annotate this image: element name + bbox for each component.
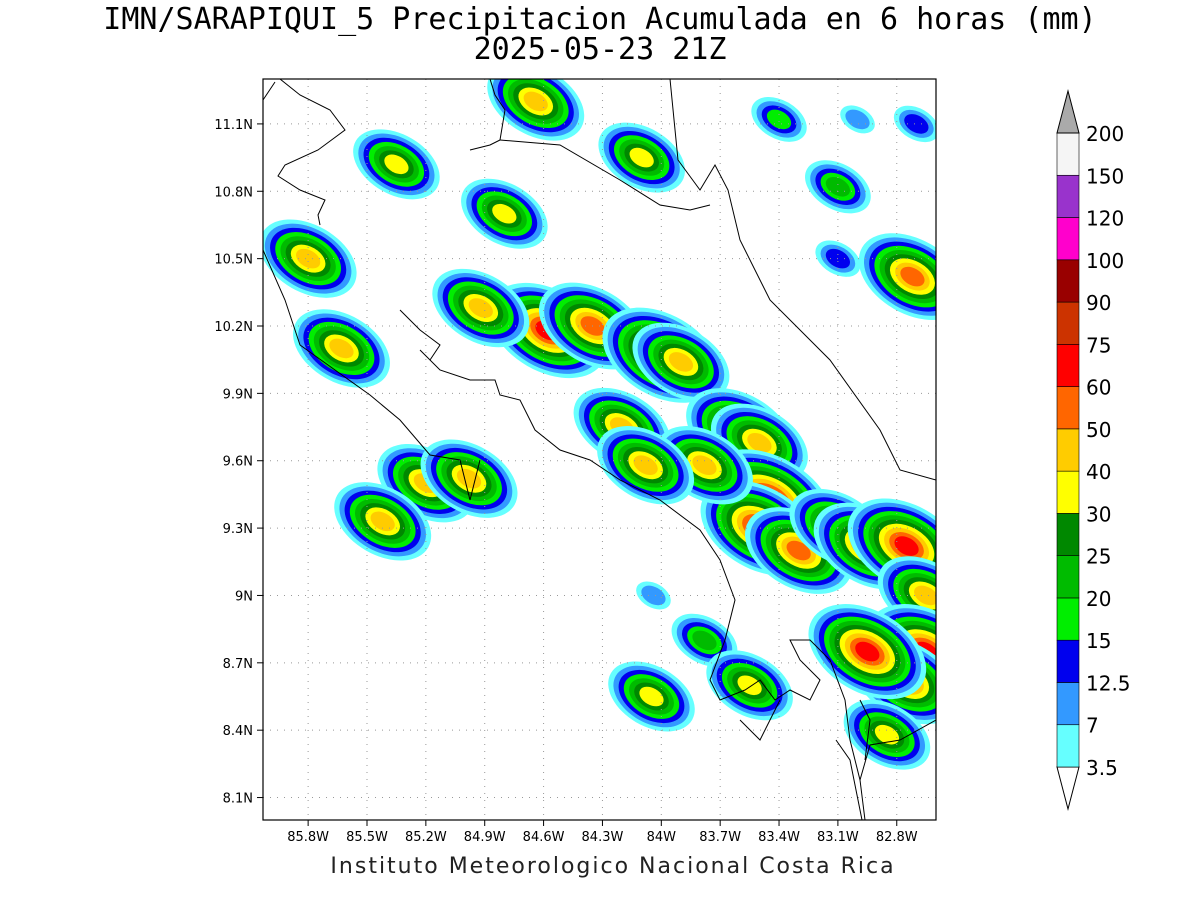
legend-swatch (1056, 301, 1080, 345)
legend-max-arrow (1056, 89, 1080, 134)
lon-tick-label: 83.4W (758, 830, 800, 845)
lat-tick-label: 10.5N (214, 253, 253, 268)
legend-level-label: 50 (1086, 418, 1111, 442)
panama-border (859, 699, 936, 781)
lon-tick-label: 83.1W (817, 830, 859, 845)
burica (835, 739, 863, 820)
precip-cell (805, 160, 871, 214)
precip-cell (706, 650, 793, 721)
lat-tick-label: 10.2N (214, 320, 253, 335)
precip-cell (461, 178, 548, 249)
color-legend: 3.5 7 12.5 15 20 25 30 40 50 60 75 90 100 120 150 200 (1056, 89, 1131, 811)
precip-cell (858, 233, 936, 320)
lat-tick-label: 11.1N (214, 118, 253, 133)
precip-cell (893, 105, 936, 143)
precip-cell (487, 79, 585, 141)
legend-level-label: 90 (1086, 291, 1111, 315)
longitude-ticks: 85.8W 85.5W 85.2W 84.9W 84.6W 84.3W 84W 83.7W 83… (287, 820, 918, 845)
legend-swatch (1056, 217, 1080, 261)
lat-tick-label: 8.1N (223, 792, 253, 807)
legend-level-label: 200 (1086, 122, 1124, 146)
legend-level-label: 25 (1086, 545, 1111, 569)
legend-swatch (1056, 386, 1080, 430)
precip-cell (808, 604, 927, 700)
chart-title: IMN/SARAPIQUI_5 Precipitacion Acumulada … (103, 2, 1097, 37)
coastline (263, 79, 936, 820)
precip-cell (636, 581, 671, 610)
legend-level-label: 20 (1086, 587, 1111, 611)
legend-swatch (1056, 174, 1080, 218)
legend-swatch (1056, 259, 1080, 303)
legend-swatch (1056, 470, 1080, 514)
legend-swatch (1056, 132, 1080, 176)
precip-cell (420, 439, 518, 518)
precip-cell (334, 482, 432, 561)
lon-tick-label: 85.2W (405, 830, 447, 845)
precip-cell (598, 122, 685, 193)
lon-tick-label: 82.8W (876, 830, 918, 845)
lake-shore (469, 79, 506, 151)
map-frame (262, 78, 937, 821)
lat-tick-label: 9.6N (223, 455, 253, 470)
precip-cell (671, 613, 738, 667)
precip-cell (293, 309, 390, 388)
lat-tick-label: 9N (235, 589, 253, 604)
precip-cell (597, 426, 695, 505)
precip-cell (843, 699, 931, 770)
lon-tick-label: 85.8W (287, 830, 329, 845)
legend-level-label: 3.5 (1086, 756, 1118, 780)
precip-cell (353, 129, 440, 200)
precip-cell (263, 219, 357, 298)
lon-tick-label: 85.5W (346, 830, 388, 845)
legend-level-label: 12.5 (1086, 671, 1131, 695)
lat-tick-label: 8.7N (223, 657, 253, 672)
pacific-coast-nicoya (263, 249, 481, 501)
legend-level-label: 150 (1086, 164, 1124, 188)
legend-min-arrow (1056, 766, 1080, 811)
legend-swatch (1056, 724, 1080, 768)
precip-cell (632, 322, 730, 402)
gulf-nicoya (399, 309, 866, 820)
map-gridlines (263, 79, 936, 820)
latitude-ticks: 11.1N 10.8N 10.5N 10.2N 9.9N 9.6N 9.3N 9N 8.7N 8.… (214, 118, 263, 807)
legend-level-label: 15 (1086, 629, 1111, 653)
legend-level-label: 120 (1086, 207, 1124, 231)
precip-cell (751, 97, 807, 142)
legend-level-label: 7 (1086, 714, 1099, 738)
lon-tick-label: 84.6W (523, 830, 565, 845)
legend-level-label: 40 (1086, 460, 1111, 484)
lon-tick-label: 84W (647, 830, 677, 845)
lat-tick-label: 9.9N (223, 387, 253, 402)
osa-peninsula (739, 699, 781, 741)
legend-level-label: 60 (1086, 376, 1111, 400)
chart-subtitle: 2025-05-23 21Z (473, 32, 727, 67)
legend-level-label: 100 (1086, 249, 1124, 273)
precip-cell (432, 268, 530, 348)
lat-tick-label: 9.3N (223, 522, 253, 537)
san-juan-border (499, 139, 711, 211)
lat-tick-label: 10.8N (214, 185, 253, 200)
legend-level-label: 75 (1086, 333, 1111, 357)
legend-swatch (1056, 682, 1080, 726)
legend-swatch (1056, 513, 1080, 556)
border-north (263, 79, 346, 226)
precipitation-fields (263, 79, 936, 770)
lat-tick-label: 8.4N (223, 724, 253, 739)
lon-tick-label: 84.3W (582, 830, 624, 845)
precip-cell (840, 105, 875, 134)
legend-swatch (1056, 639, 1080, 683)
caribbean-coast (669, 79, 936, 481)
legend-swatch (1056, 597, 1080, 641)
precip-cell (608, 661, 695, 732)
legend-swatch (1056, 428, 1080, 472)
precip-cell (744, 507, 853, 594)
legend-level-label: 30 (1086, 502, 1111, 526)
footer-credit: Instituto Meteorologico Nacional Costa R… (330, 854, 896, 879)
legend-swatch (1056, 555, 1080, 599)
lon-tick-label: 83.7W (699, 830, 741, 845)
legend-swatch (1056, 344, 1080, 387)
lon-tick-label: 84.9W (464, 830, 506, 845)
